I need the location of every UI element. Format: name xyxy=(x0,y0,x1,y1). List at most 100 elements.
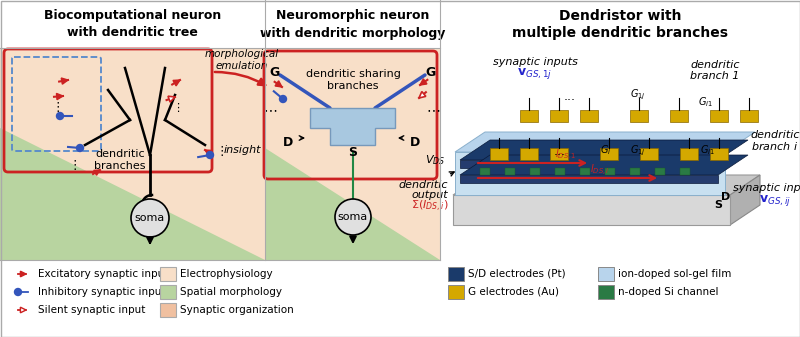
Text: $G_{1j}$: $G_{1j}$ xyxy=(630,144,646,158)
Text: ⋮: ⋮ xyxy=(69,158,82,172)
Text: ⋯: ⋯ xyxy=(426,103,440,117)
Polygon shape xyxy=(21,307,26,313)
Text: G electrodes (Au): G electrodes (Au) xyxy=(468,287,559,297)
Text: soma: soma xyxy=(135,213,165,223)
Text: Spatial morphology: Spatial morphology xyxy=(180,287,282,297)
Text: ⋮: ⋮ xyxy=(173,103,183,113)
Text: G: G xyxy=(425,65,435,79)
Bar xyxy=(160,285,176,299)
Text: dendritic: dendritic xyxy=(750,130,800,140)
Bar xyxy=(605,168,615,175)
Polygon shape xyxy=(460,160,718,168)
Text: $\mathbf{v}_{GS,ij}$: $\mathbf{v}_{GS,ij}$ xyxy=(759,192,791,208)
Polygon shape xyxy=(173,80,180,86)
Bar xyxy=(530,168,540,175)
Bar xyxy=(630,168,640,175)
Polygon shape xyxy=(455,152,725,195)
Circle shape xyxy=(14,288,22,296)
Polygon shape xyxy=(550,148,568,160)
Text: $G_{i1}$: $G_{i1}$ xyxy=(700,143,715,157)
Text: Biocomputational neuron: Biocomputational neuron xyxy=(44,9,221,23)
Polygon shape xyxy=(710,148,728,160)
Polygon shape xyxy=(310,108,395,145)
Text: soma: soma xyxy=(338,212,368,222)
Text: G: G xyxy=(270,65,280,79)
Text: branch $i$: branch $i$ xyxy=(751,140,798,152)
Text: $\Sigma(I_{DS,i})$: $\Sigma(I_{DS,i})$ xyxy=(410,198,448,214)
Text: output: output xyxy=(411,190,448,200)
Text: $V_{DS}$: $V_{DS}$ xyxy=(425,153,445,167)
Text: multiple dendritic branches: multiple dendritic branches xyxy=(512,26,728,40)
Polygon shape xyxy=(460,155,748,175)
Polygon shape xyxy=(630,110,648,122)
Bar xyxy=(505,168,515,175)
Bar xyxy=(160,267,176,281)
Text: ion-doped sol-gel film: ion-doped sol-gel film xyxy=(618,269,731,279)
Polygon shape xyxy=(420,79,427,85)
Bar xyxy=(448,267,464,281)
Polygon shape xyxy=(460,175,718,183)
Text: ⋯: ⋯ xyxy=(263,103,277,117)
Text: Electrophysiology: Electrophysiology xyxy=(180,269,273,279)
Bar xyxy=(655,168,665,175)
Polygon shape xyxy=(730,175,760,225)
Text: Neuromorphic neuron: Neuromorphic neuron xyxy=(276,9,429,23)
Bar xyxy=(448,285,464,299)
Polygon shape xyxy=(21,271,26,277)
Polygon shape xyxy=(453,175,760,195)
Text: ⋮: ⋮ xyxy=(52,101,64,115)
Polygon shape xyxy=(453,195,730,225)
Polygon shape xyxy=(62,78,68,84)
Text: n-doped Si channel: n-doped Si channel xyxy=(618,287,718,297)
Text: branch 1: branch 1 xyxy=(690,71,740,81)
Text: dendritic: dendritic xyxy=(398,180,448,190)
Polygon shape xyxy=(275,81,282,87)
Text: Excitatory synaptic input: Excitatory synaptic input xyxy=(38,269,168,279)
Text: $I_{DS,i}$: $I_{DS,i}$ xyxy=(590,163,610,178)
Polygon shape xyxy=(455,132,755,152)
Text: $G_i$: $G_i$ xyxy=(600,143,611,157)
Text: Inhibitory synaptic input: Inhibitory synaptic input xyxy=(38,287,166,297)
Circle shape xyxy=(131,199,169,237)
Bar xyxy=(160,303,176,317)
Text: D: D xyxy=(283,136,293,150)
Bar xyxy=(598,285,614,299)
Text: morphological
emulation: morphological emulation xyxy=(205,49,279,71)
Polygon shape xyxy=(490,148,508,160)
Polygon shape xyxy=(460,140,748,160)
Circle shape xyxy=(206,152,214,158)
Polygon shape xyxy=(640,148,658,160)
Text: S/D electrodes (Pt): S/D electrodes (Pt) xyxy=(468,269,566,279)
Bar xyxy=(0,48,265,260)
Text: dendritic: dendritic xyxy=(690,60,740,70)
Text: $\mathbf{v}_{GS,1j}$: $\mathbf{v}_{GS,1j}$ xyxy=(518,66,553,82)
Polygon shape xyxy=(670,110,688,122)
Text: synaptic inputs: synaptic inputs xyxy=(733,183,800,193)
Text: ...: ... xyxy=(564,90,576,103)
Polygon shape xyxy=(205,150,211,155)
Polygon shape xyxy=(710,110,728,122)
Text: Dendristor with: Dendristor with xyxy=(558,9,682,23)
Polygon shape xyxy=(680,148,698,160)
Text: insight: insight xyxy=(223,145,261,155)
Text: D: D xyxy=(722,192,730,202)
Text: Synaptic organization: Synaptic organization xyxy=(180,305,294,315)
Polygon shape xyxy=(520,110,538,122)
Polygon shape xyxy=(740,110,758,122)
Polygon shape xyxy=(600,148,618,160)
Polygon shape xyxy=(168,96,175,102)
Circle shape xyxy=(279,95,286,102)
Text: S: S xyxy=(349,146,358,158)
Bar xyxy=(480,168,490,175)
Text: with dendritic tree: with dendritic tree xyxy=(67,27,198,39)
Polygon shape xyxy=(57,93,63,100)
Text: $I_{DS,1}$: $I_{DS,1}$ xyxy=(555,148,577,163)
Text: with dendritic morphology: with dendritic morphology xyxy=(260,27,445,39)
Polygon shape xyxy=(419,92,426,98)
Bar xyxy=(265,48,440,260)
Circle shape xyxy=(335,199,371,235)
Text: $G_{i1}$: $G_{i1}$ xyxy=(698,95,713,109)
Polygon shape xyxy=(0,128,265,260)
Polygon shape xyxy=(265,148,440,260)
Bar xyxy=(680,168,690,175)
